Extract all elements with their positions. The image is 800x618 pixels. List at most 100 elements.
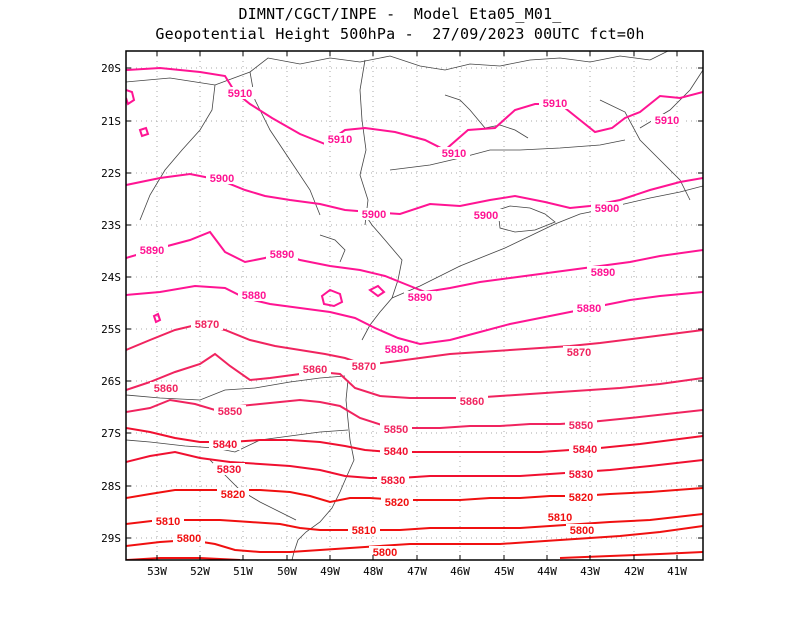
contour-label: 5810: [548, 512, 572, 524]
longitude-tick-label: 48W: [363, 565, 383, 578]
contour-label-background: [544, 511, 576, 523]
contour-label: 5890: [408, 292, 432, 304]
contour-label-background: [150, 382, 182, 394]
contour-label-background: [591, 202, 623, 214]
plot-frame: [125, 50, 704, 561]
contour-label: 5820: [569, 492, 593, 504]
contour-label: 5900: [210, 173, 234, 185]
contour-label: 5890: [270, 249, 294, 261]
longitude-tick-label: 41W: [667, 565, 687, 578]
contour-label-background: [438, 147, 470, 159]
contour-label-background: [214, 405, 246, 417]
contour-5820: [126, 487, 703, 504]
contour-label: 5900: [474, 210, 498, 222]
contour-label-background: [348, 524, 380, 536]
contour-label: 5830: [381, 475, 405, 487]
contour-label: 5910: [442, 148, 466, 160]
contour-label-background: [173, 532, 205, 544]
contour-label-background: [238, 289, 270, 301]
contour-5850: [126, 398, 703, 429]
contour-5790-fragment-right: [559, 551, 703, 559]
contour-label-background: [217, 488, 249, 500]
contour-label-background: [136, 244, 168, 256]
contour-label: 5890: [591, 267, 615, 279]
contour-label: 5910: [228, 88, 252, 100]
contour-label-background: [299, 363, 331, 375]
contour-label-background: [152, 515, 184, 527]
contour-label-background: [569, 443, 601, 455]
contour-5800: [126, 525, 703, 553]
contour-label-background: [224, 87, 256, 99]
contour-label: 5910: [543, 98, 567, 110]
contour-label: 5840: [213, 439, 237, 451]
contour-5910-cell: [126, 89, 136, 106]
contour-5890: [126, 230, 703, 294]
contour-label: 5800: [177, 533, 201, 545]
contour-label-background: [348, 360, 380, 372]
contour-label: 5820: [385, 497, 409, 509]
contour-label-background: [587, 266, 619, 278]
contour-label: 5830: [569, 469, 593, 481]
contour-5890-cell: [320, 288, 344, 308]
contour-label-background: [369, 546, 401, 558]
contour-label: 5900: [362, 209, 386, 221]
latitude-tick-label: 26S: [101, 375, 121, 388]
contour-label: 5850: [218, 406, 242, 418]
contour-label: 5850: [569, 420, 593, 432]
contour-label-background: [191, 318, 223, 330]
contour-5910: [126, 66, 703, 152]
contour-label: 5860: [154, 383, 178, 395]
contour-label-background: [358, 208, 390, 220]
contour-5840: [126, 427, 703, 453]
contour-label-background: [539, 97, 571, 109]
longitude-tick-label: 51W: [233, 565, 253, 578]
grid-lines: [126, 51, 703, 560]
contour-label: 5810: [352, 525, 376, 537]
contour-label: 5860: [460, 396, 484, 408]
contour-5880-cell: [152, 312, 162, 324]
contour-label-background: [213, 463, 245, 475]
contour-label-background: [380, 445, 412, 457]
longitude-tick-label: 52W: [190, 565, 210, 578]
contour-label-background: [565, 491, 597, 503]
latitude-tick-label: 20S: [101, 62, 121, 75]
map-title-line-2: Geopotential Height 500hPa - 27/09/2023 …: [155, 25, 645, 43]
contour-label-background: [651, 114, 683, 126]
contour-5890-cell-small: [368, 284, 386, 298]
contour-label: 5870: [352, 361, 376, 373]
contour-label-background: [209, 438, 241, 450]
longitude-tick-label: 46W: [450, 565, 470, 578]
contour-label-background: [456, 395, 488, 407]
contour-label-background: [266, 248, 298, 260]
contour-label: 5830: [217, 464, 241, 476]
longitude-tick-label: 42W: [624, 565, 644, 578]
contour-label: 5850: [384, 424, 408, 436]
contour-label: 5820: [221, 489, 245, 501]
contour-label: 5800: [570, 525, 594, 537]
contour-5830: [126, 450, 703, 479]
longitude-tick-label: 43W: [580, 565, 600, 578]
contour-label-background: [324, 133, 356, 145]
contour-label-background: [563, 346, 595, 358]
latitude-tick-label: 22S: [101, 167, 121, 180]
map-title-line-1: DIMNT/CGCT/INPE - Model Eta05_M01_: [238, 5, 562, 23]
contour-label-background: [381, 343, 413, 355]
contour-label: 5870: [567, 347, 591, 359]
coastline-and-borders: [126, 51, 703, 560]
contour-label: 5910: [655, 115, 679, 127]
contour-label-background: [565, 419, 597, 431]
longitude-tick-label: 44W: [537, 565, 557, 578]
contour-label-background: [565, 468, 597, 480]
contour-5910-cell-small: [138, 126, 150, 138]
contour-label-background: [404, 291, 436, 303]
latitude-tick-label: 28S: [101, 480, 121, 493]
longitude-tick-label: 47W: [407, 565, 427, 578]
contour-5810: [126, 513, 703, 531]
contour-5790-fragment: [126, 557, 241, 560]
longitude-tick-label: 53W: [147, 565, 167, 578]
contour-label-background: [377, 474, 409, 486]
contour-5860: [126, 352, 703, 399]
contour-label: 5840: [573, 444, 597, 456]
latitude-tick-label: 27S: [101, 427, 121, 440]
